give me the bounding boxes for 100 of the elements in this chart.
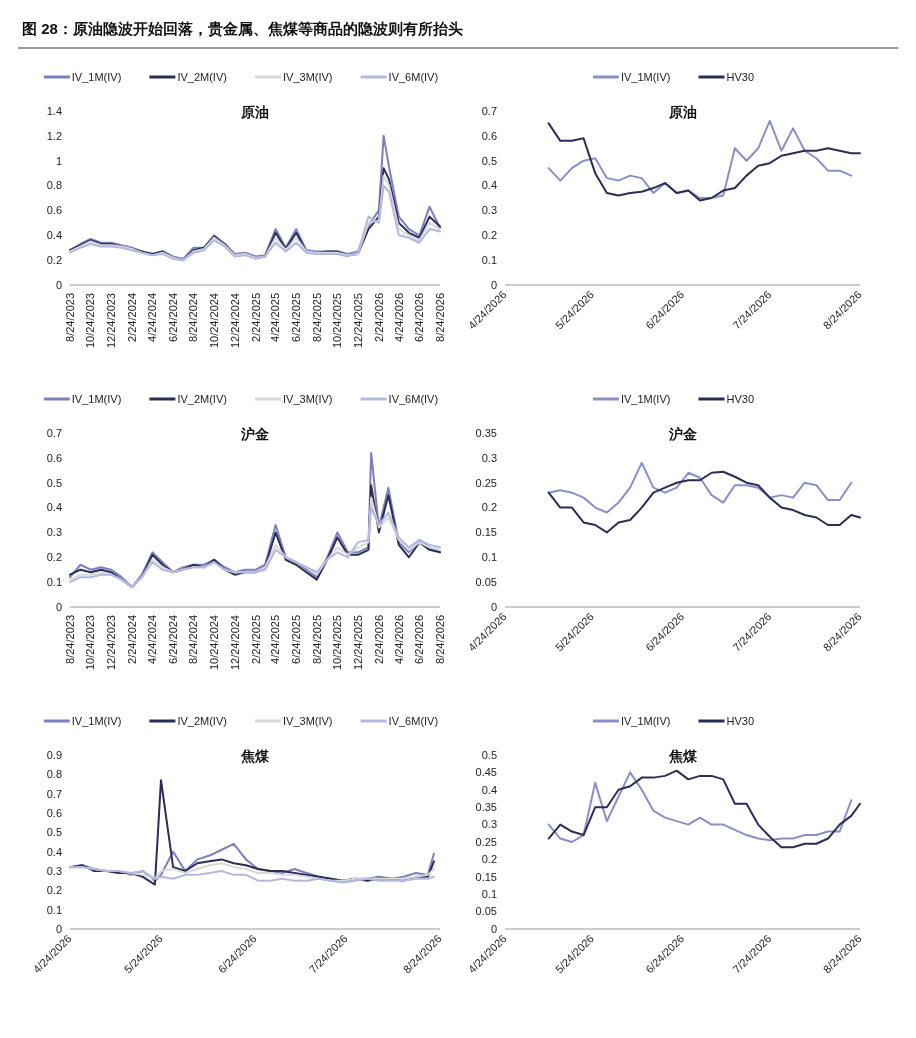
x-tick-label: 8/24/2025 bbox=[310, 293, 323, 342]
y-tick-label: 0.3 bbox=[481, 818, 497, 831]
x-tick-label: 8/24/2025 bbox=[310, 615, 323, 664]
x-tick-label: 2/24/2026 bbox=[372, 293, 385, 342]
y-tick-label: 0.2 bbox=[481, 853, 497, 866]
legend-label: IV_1M(IV) bbox=[620, 70, 671, 83]
legend-label: IV_1M(IV) bbox=[620, 714, 671, 727]
legend-label: IV_3M(IV) bbox=[283, 392, 333, 405]
x-tick-label: 4/24/2025 bbox=[269, 615, 282, 664]
chart-title: 原油 bbox=[240, 104, 269, 120]
chart-title: 焦煤 bbox=[667, 748, 698, 764]
y-tick-label: 0.5 bbox=[46, 476, 62, 489]
legend-label: IV_1M(IV) bbox=[71, 714, 122, 727]
y-tick-label: 1.4 bbox=[46, 104, 62, 117]
y-tick-label: 0.15 bbox=[475, 526, 497, 539]
x-tick-label: 8/24/2023 bbox=[63, 293, 76, 342]
x-tick-label: 2/24/2024 bbox=[125, 615, 138, 664]
y-tick-label: 0.2 bbox=[481, 229, 497, 242]
x-tick-label: 10/24/2024 bbox=[208, 293, 220, 349]
y-tick-label: 0 bbox=[490, 600, 497, 613]
y-tick-label: 0 bbox=[490, 922, 497, 935]
x-tick-label: 4/24/2026 bbox=[392, 615, 405, 664]
x-tick-label: 10/24/2024 bbox=[208, 615, 220, 671]
y-tick-label: 1.2 bbox=[46, 129, 62, 142]
y-tick-label: 0.1 bbox=[481, 253, 497, 266]
y-tick-label: 0.5 bbox=[481, 748, 497, 761]
legend-label: IV_6M(IV) bbox=[388, 70, 439, 83]
x-tick-label: 8/24/2026 bbox=[433, 293, 446, 342]
chart-title: 焦煤 bbox=[240, 748, 270, 764]
x-tick-label: 12/24/2023 bbox=[105, 615, 118, 671]
y-tick-label: 0.1 bbox=[46, 575, 62, 588]
y-tick-label: 1 bbox=[55, 154, 62, 167]
y-tick-label: 0.4 bbox=[481, 179, 497, 192]
y-tick-label: 0 bbox=[55, 278, 62, 291]
legend-label: IV_6M(IV) bbox=[388, 392, 439, 405]
x-tick-label: 12/24/2024 bbox=[228, 615, 241, 671]
x-tick-label: 12/24/2025 bbox=[351, 615, 364, 671]
y-tick-label: 0.2 bbox=[481, 501, 497, 514]
x-tick-label: 6/24/2025 bbox=[290, 293, 303, 342]
chart-title: 原油 bbox=[667, 104, 697, 120]
y-tick-label: 0.25 bbox=[475, 476, 497, 489]
legend-label: HV30 bbox=[726, 392, 755, 405]
y-tick-label: 0.3 bbox=[481, 204, 497, 217]
legend-label: IV_1M(IV) bbox=[71, 392, 122, 405]
y-tick-label: 0.2 bbox=[46, 551, 62, 564]
text: 图 28：原油隐波开始回落，贵金属、焦煤等商品的隐波则有所抬头 bbox=[22, 20, 463, 37]
y-tick-label: 0.7 bbox=[481, 104, 497, 117]
x-tick-label: 4/24/2026 bbox=[392, 293, 405, 342]
legend-label: IV_6M(IV) bbox=[388, 714, 439, 727]
y-tick-label: 0.4 bbox=[46, 229, 62, 242]
y-tick-label: 0.2 bbox=[46, 253, 62, 266]
legend-label: HV30 bbox=[726, 70, 755, 83]
y-tick-label: 0.15 bbox=[475, 870, 497, 883]
x-tick-label: 2/24/2025 bbox=[249, 293, 262, 342]
y-tick-label: 0 bbox=[55, 922, 62, 935]
y-tick-label: 0.3 bbox=[481, 451, 497, 464]
y-tick-label: 0.35 bbox=[475, 801, 497, 814]
x-tick-label: 4/24/2025 bbox=[269, 293, 282, 342]
y-tick-label: 0.4 bbox=[46, 845, 62, 858]
x-tick-label: 8/24/2023 bbox=[63, 615, 76, 664]
y-tick-label: 0.5 bbox=[46, 826, 62, 839]
x-tick-label: 12/24/2024 bbox=[228, 293, 241, 349]
y-tick-label: 0.4 bbox=[46, 501, 62, 514]
legend-label: HV30 bbox=[726, 714, 755, 727]
x-tick-label: 12/24/2025 bbox=[351, 293, 364, 349]
x-tick-label: 6/24/2024 bbox=[166, 615, 179, 664]
y-tick-label: 0.8 bbox=[46, 768, 62, 781]
x-tick-label: 8/24/2026 bbox=[433, 615, 446, 664]
y-tick-label: 0 bbox=[490, 278, 497, 291]
legend-label: IV_3M(IV) bbox=[283, 70, 333, 83]
x-tick-label: 10/24/2025 bbox=[331, 615, 344, 671]
x-tick-label: 10/24/2025 bbox=[331, 293, 344, 349]
y-tick-label: 0.7 bbox=[46, 787, 62, 800]
x-tick-label: 2/24/2025 bbox=[249, 615, 262, 664]
y-tick-label: 0.3 bbox=[46, 526, 62, 539]
x-tick-label: 6/24/2026 bbox=[413, 293, 426, 342]
y-tick-label: 0.6 bbox=[481, 129, 497, 142]
x-tick-label: 10/24/2023 bbox=[84, 293, 97, 349]
chart-title: 沪金 bbox=[240, 426, 270, 442]
legend-label: IV_2M(IV) bbox=[177, 714, 227, 727]
y-tick-label: 0.05 bbox=[475, 575, 497, 588]
x-tick-label: 2/24/2026 bbox=[372, 615, 385, 664]
y-tick-label: 0.25 bbox=[475, 835, 497, 848]
y-tick-label: 0.3 bbox=[46, 864, 62, 877]
y-tick-label: 0.2 bbox=[46, 884, 62, 897]
x-tick-label: 6/24/2025 bbox=[290, 615, 303, 664]
legend-label: IV_2M(IV) bbox=[177, 70, 227, 83]
x-tick-label: 12/24/2023 bbox=[105, 293, 118, 349]
x-tick-label: 8/24/2024 bbox=[187, 293, 200, 342]
y-tick-label: 0.8 bbox=[46, 179, 62, 192]
y-tick-label: 0.1 bbox=[481, 888, 497, 901]
y-tick-label: 0.05 bbox=[475, 905, 497, 918]
y-tick-label: 0.45 bbox=[475, 766, 497, 779]
legend-label: IV_1M(IV) bbox=[620, 392, 671, 405]
x-tick-label: 2/24/2024 bbox=[125, 293, 138, 342]
y-tick-label: 0.6 bbox=[46, 806, 62, 819]
x-tick-label: 4/24/2024 bbox=[146, 293, 159, 342]
x-tick-label: 6/24/2026 bbox=[413, 615, 426, 664]
x-tick-label: 10/24/2023 bbox=[84, 615, 97, 671]
line-series bbox=[547, 470, 861, 534]
